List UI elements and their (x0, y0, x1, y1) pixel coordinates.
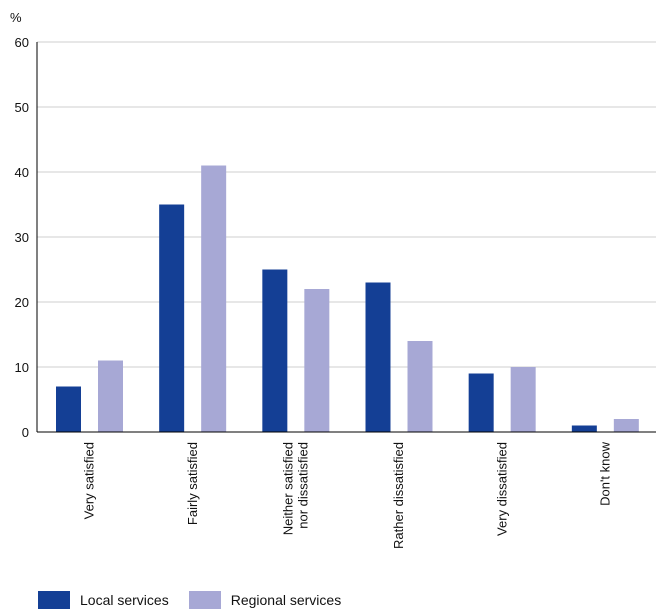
legend-item-regional: Regional services (188, 591, 342, 609)
y-axis-label: % (10, 10, 22, 25)
bar-local-2 (262, 269, 288, 432)
category-label-line: Neither satisfied (280, 442, 295, 535)
bar-regional-2 (304, 289, 330, 432)
category-label-line: Don't know (597, 441, 612, 506)
y-tick-label-40: 40 (15, 165, 29, 180)
bars (56, 165, 639, 432)
category-label-line: Fairly satisfied (185, 442, 200, 525)
y-tick-label-20: 20 (15, 295, 29, 310)
legend-item-local: Local services (38, 591, 169, 609)
category-label-5: Don't know (597, 441, 612, 506)
bar-regional-0 (98, 360, 123, 432)
bar-local-4 (468, 373, 494, 432)
category-label-line: nor dissatisfied (295, 442, 310, 529)
category-label-4: Very dissatisfied (494, 442, 509, 536)
category-label-0: Very satisfied (82, 442, 97, 519)
bar-local-5 (571, 425, 597, 432)
y-tick-label-0: 0 (22, 425, 29, 440)
legend-label-local: Local services (80, 592, 169, 608)
bar-local-3 (365, 282, 391, 432)
bar-regional-1 (201, 165, 227, 432)
category-label-line: Very dissatisfied (494, 442, 509, 536)
y-tick-label-50: 50 (15, 100, 29, 115)
category-label-1: Fairly satisfied (185, 442, 200, 525)
bar-regional-5 (613, 419, 639, 432)
legend: Local services Regional services (38, 591, 361, 609)
bar-local-1 (159, 204, 185, 432)
category-label-line: Very satisfied (82, 442, 97, 519)
legend-label-regional: Regional services (230, 592, 342, 608)
category-labels: Very satisfied Fairly satisfied Neither sa… (82, 441, 613, 549)
bar-regional-4 (510, 367, 536, 432)
legend-swatch-regional (188, 591, 221, 609)
y-tick-label-10: 10 (15, 360, 29, 375)
bar-regional-3 (407, 341, 433, 432)
y-tick-label-60: 60 (15, 35, 29, 50)
category-label-3: Rather dissatisfied (391, 442, 406, 549)
y-tick-label-30: 30 (15, 230, 29, 245)
y-tick-labels: 0 10 20 30 40 50 60 (15, 35, 29, 440)
gridlines (37, 41, 656, 368)
category-label-2: Neither satisfiednor dissatisfied (280, 442, 310, 535)
category-label-line: Rather dissatisfied (391, 442, 406, 549)
bar-local-0 (56, 386, 81, 432)
legend-swatch-local (38, 591, 70, 609)
